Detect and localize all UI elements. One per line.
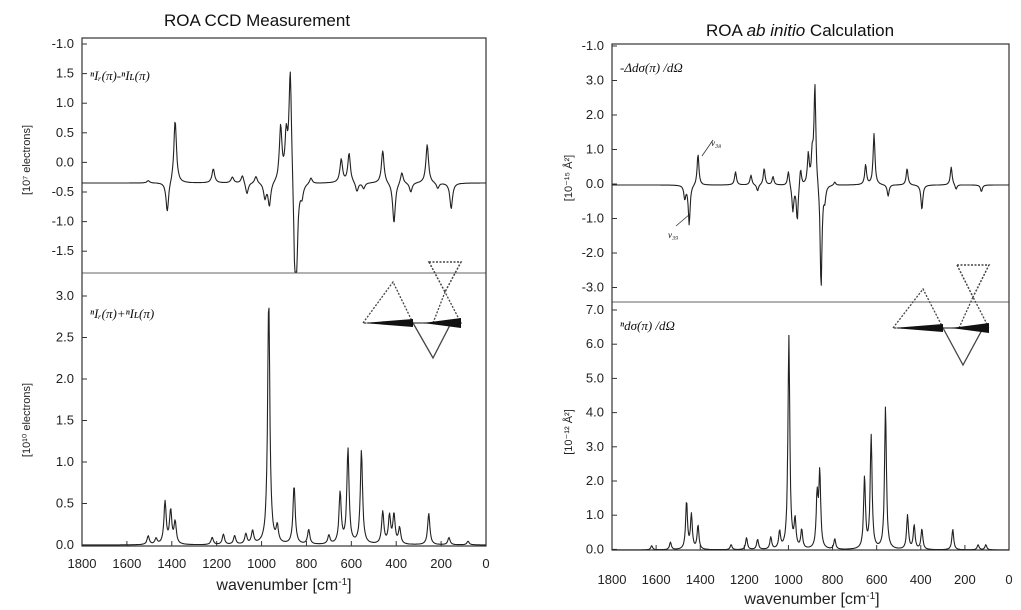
right-top-ytick-labels: -1.0 3.0 2.0 1.0 0.0 -1.0 -2.0 -3.0 — [582, 38, 617, 295]
left-top-ytick-label: -0.5 — [52, 184, 74, 199]
left-panel-title: ROA CCD Measurement — [164, 11, 350, 30]
left-xtick-label: 1200 — [202, 556, 231, 571]
left-top-ytick-label: -1.0 — [52, 214, 74, 229]
right-panel-title: ROA ab initio Calculation — [706, 21, 894, 40]
left-xtick-label: 400 — [385, 556, 407, 571]
left-top-spectrum-line — [82, 71, 486, 273]
right-xtick-label: 1000 — [774, 572, 803, 587]
left-bottom-ylabel: [10¹⁰ electrons] — [21, 383, 33, 457]
molecule-structure-icon-left — [361, 261, 463, 360]
left-top-ytick-label: 1.5 — [56, 66, 74, 81]
left-bottom-ytick-label: 2.0 — [56, 371, 74, 386]
left-panel: ROA CCD Measurement [10⁷ electrons] [10¹… — [21, 11, 490, 594]
left-xtick-label: 1800 — [68, 556, 97, 571]
right-bottom-ytick-label: 5.0 — [586, 370, 604, 385]
right-top-ytick-label: -1.0 — [582, 211, 604, 226]
right-xtick-label: 1200 — [730, 572, 759, 587]
right-xtick-label: 1600 — [642, 572, 671, 587]
left-xtick-label: 0 — [482, 556, 489, 571]
left-top-ytick-label: -1.5 — [52, 243, 74, 258]
v39-leader-line — [675, 213, 691, 227]
right-top-ytick-label: 3.0 — [586, 73, 604, 88]
right-xtick-label: 0 — [1005, 572, 1012, 587]
right-xtick-label: 800 — [822, 572, 844, 587]
left-xtick-labels: 1800 1600 1400 1200 1000 800 600 400 200 0 — [68, 541, 490, 571]
left-bottom-ytick-label: 0.5 — [56, 496, 74, 511]
right-bottom-annotation: ⁿdσ(π) /dΩ — [620, 318, 675, 333]
right-top-ytick-label: -2.0 — [582, 245, 604, 260]
left-xtick-label: 1600 — [112, 556, 141, 571]
left-xtick-label: 800 — [296, 556, 318, 571]
v38-leader-line — [701, 139, 714, 157]
left-xlabel: wavenumber [cm-1] — [215, 577, 351, 595]
right-xlabel: wavenumber [cm-1] — [743, 591, 879, 609]
right-bottom-ytick-label: 1.0 — [586, 507, 604, 522]
right-xtick-label: 400 — [910, 572, 932, 587]
right-bottom-ytick-label: 0.0 — [586, 541, 604, 556]
right-bottom-ytick-labels: 7.0 6.0 5.0 4.0 3.0 2.0 1.0 0.0 — [586, 302, 617, 556]
right-xtick-labels: 1800 1600 1400 1200 1000 800 600 400 200 0 — [598, 545, 1013, 587]
left-xtick-label: 1400 — [157, 556, 186, 571]
right-bottom-ytick-label: 6.0 — [586, 336, 604, 351]
right-xtick-label: 200 — [954, 572, 976, 587]
left-bottom-ytick-label: 2.5 — [56, 330, 74, 345]
left-xtick-label: 1000 — [247, 556, 276, 571]
right-panel: ROA ab initio Calculation [10⁻¹⁵ Å²] [10… — [562, 21, 1013, 608]
left-bottom-ytick-label: 3.0 — [56, 288, 74, 303]
left-bottom-ytick-label: 1.0 — [56, 454, 74, 469]
left-top-ytick-label: 1.0 — [56, 95, 74, 110]
right-top-ytick-label: 0.0 — [586, 176, 604, 191]
left-top-ylabel: [10⁷ electrons] — [21, 125, 33, 195]
left-top-ytick-label: 0.5 — [56, 125, 74, 140]
right-top-annotation: -Δdσ(π) /dΩ — [620, 60, 683, 75]
right-bottom-ylabel: [10⁻¹² Å²] — [562, 409, 575, 455]
left-top-ytick-label: 0.0 — [56, 154, 74, 169]
right-bottom-ytick-label: 4.0 — [586, 405, 604, 420]
right-top-ylabel: [10⁻¹⁵ Å²] — [562, 155, 575, 201]
right-xtick-label: 600 — [866, 572, 888, 587]
left-bottom-ytick-labels: 3.0 2.5 2.0 1.5 1.0 0.5 0.0 — [56, 288, 87, 552]
right-panel-frame — [611, 43, 1010, 551]
left-bottom-spectrum-line — [82, 307, 486, 546]
left-panel-frame — [81, 37, 487, 547]
left-bottom-annotation: ⁿIᵣ(π)+ⁿIʟ(π) — [90, 306, 154, 321]
left-bottom-ytick-label: 0.0 — [56, 537, 74, 552]
vibration-label-v38: ν₃₈ — [711, 138, 721, 148]
left-top-ytick-label: -1.0 — [52, 36, 74, 51]
vibration-label-v39: ν₃₉ — [668, 230, 678, 240]
left-top-ytick-labels: -1.0 1.5 1.0 0.5 0.0 -0.5 -1.0 -1.5 — [52, 36, 87, 258]
right-bottom-spectrum-line — [612, 334, 1009, 551]
right-bottom-ytick-label: 3.0 — [586, 439, 604, 454]
right-top-ytick-label: -1.0 — [582, 38, 604, 53]
left-top-annotation: ⁿIᵣ(π)-ⁿIʟ(π) — [90, 68, 150, 83]
left-xtick-label: 600 — [340, 556, 362, 571]
right-top-spectrum-line — [612, 84, 1009, 286]
right-xtick-label: 1400 — [686, 572, 715, 587]
left-bottom-ytick-label: 1.5 — [56, 413, 74, 428]
left-xtick-label: 200 — [430, 556, 452, 571]
right-bottom-ytick-label: 2.0 — [586, 473, 604, 488]
molecule-structure-icon-right — [891, 264, 991, 367]
right-top-ytick-label: -3.0 — [582, 280, 604, 295]
right-top-ytick-label: 2.0 — [586, 107, 604, 122]
right-xtick-label: 1800 — [598, 572, 627, 587]
right-top-ytick-label: 1.0 — [586, 142, 604, 157]
right-bottom-ytick-label: 7.0 — [586, 302, 604, 317]
